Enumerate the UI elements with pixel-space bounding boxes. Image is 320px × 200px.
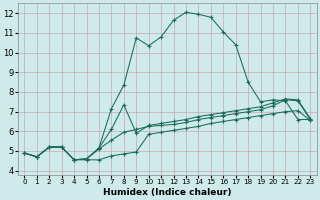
X-axis label: Humidex (Indice chaleur): Humidex (Indice chaleur) (103, 188, 232, 197)
